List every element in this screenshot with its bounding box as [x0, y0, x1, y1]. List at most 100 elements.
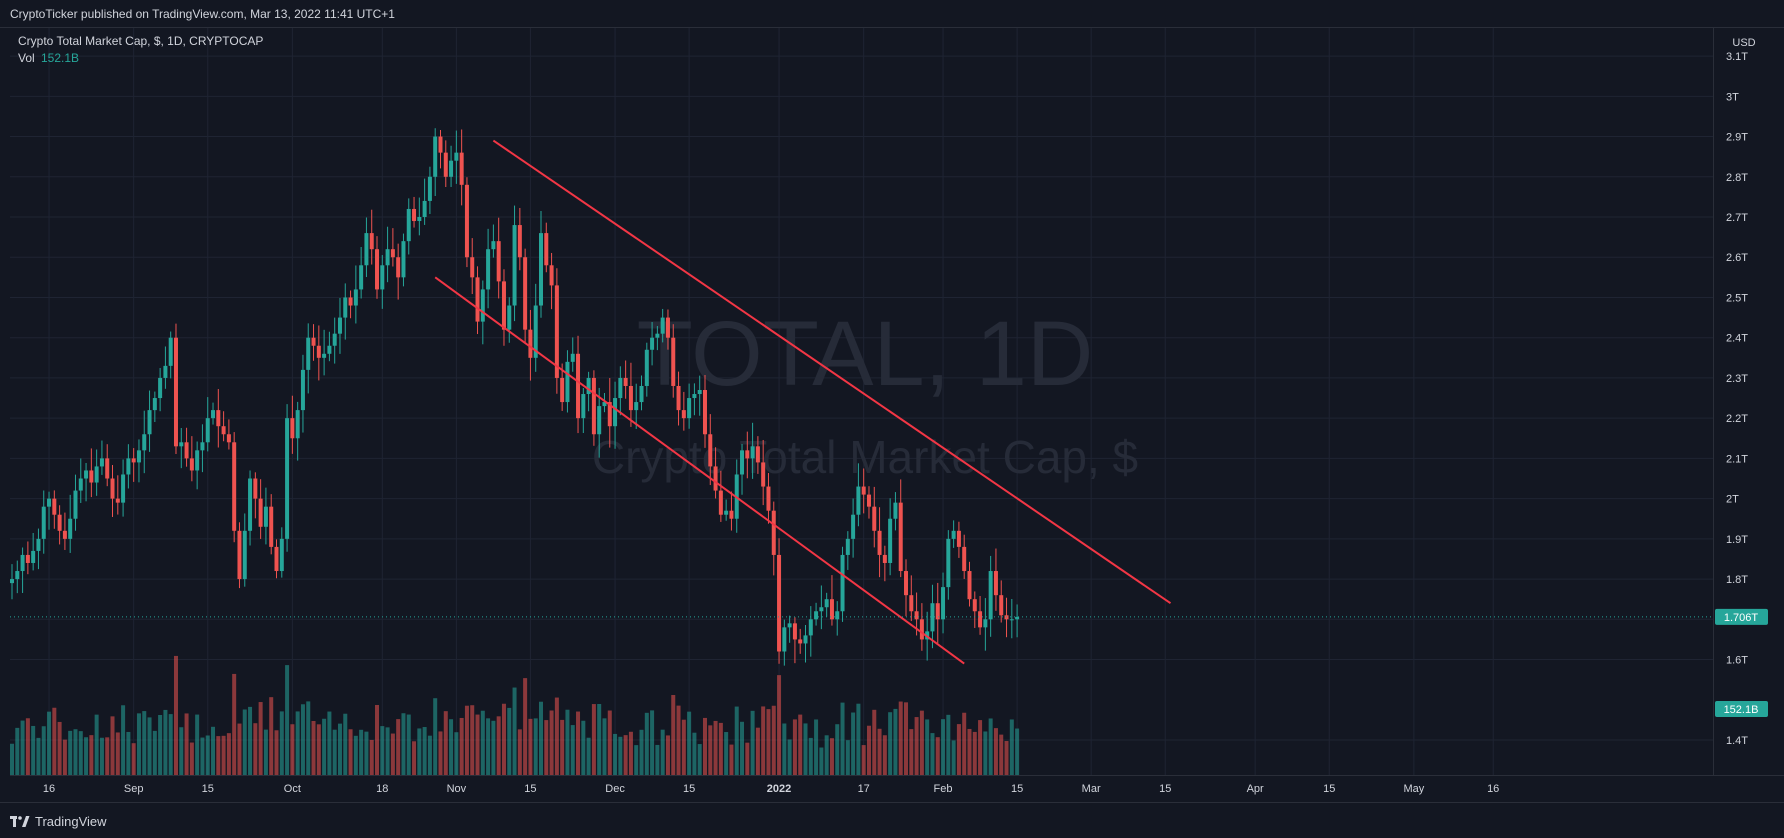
volume-bar — [279, 711, 284, 775]
volume-bar — [639, 729, 644, 775]
volume-bar — [523, 678, 528, 775]
candle-body — [41, 506, 46, 539]
candle-body — [47, 498, 52, 507]
candle-body — [57, 514, 62, 531]
candle-body — [803, 635, 808, 644]
lower-trendline[interactable] — [434, 276, 965, 665]
volume-bar — [126, 731, 131, 775]
volume-bar — [866, 725, 871, 775]
price-tick-label: 2.5T — [1726, 292, 1748, 304]
volume-bar — [787, 739, 792, 775]
candle-body — [771, 510, 776, 555]
time-tick-label: 2022 — [767, 783, 791, 795]
tradingview-logo[interactable]: TradingView — [10, 814, 107, 829]
time-tick-label: Nov — [447, 783, 467, 795]
price-tick-label: 1.8T — [1726, 574, 1748, 586]
volume-bar — [221, 735, 226, 775]
volume-bar — [248, 706, 253, 775]
candle-body — [993, 571, 998, 596]
volume-bar — [115, 732, 120, 775]
volume-bar — [919, 710, 924, 775]
symbol-legend[interactable]: Crypto Total Market Cap, $, 1D, CRYPTOCA… — [18, 34, 263, 48]
candle-body — [20, 554, 25, 572]
time-tick-label: Dec — [605, 783, 625, 795]
volume-bar — [438, 731, 443, 775]
volume-bar — [512, 687, 517, 775]
volume-bar — [517, 729, 522, 775]
time-tick-label: Feb — [934, 783, 953, 795]
currency-label[interactable]: USD — [1732, 37, 1755, 49]
volume-bar — [925, 719, 930, 775]
volume-bar — [57, 721, 62, 775]
volume-bar — [454, 732, 459, 775]
volume-bar — [41, 726, 46, 775]
volume-bar — [47, 711, 52, 775]
candle-body — [232, 442, 237, 531]
volume-bar — [576, 711, 581, 775]
upper-trendline[interactable] — [492, 139, 1172, 605]
candle-body — [1015, 616, 1020, 620]
volume-bar — [359, 729, 364, 775]
volume-bar — [745, 742, 750, 775]
last-price-label: 1.706T — [1724, 612, 1759, 624]
candle-body — [200, 442, 205, 451]
time-tick-label: 15 — [1323, 783, 1335, 795]
volume-legend-label[interactable]: Vol — [18, 51, 35, 65]
volume-bar — [496, 716, 501, 775]
time-axis[interactable]: 16 Sep 15 Oct 18 Nov 15 Dec 15 2022 17 Feb 15 Mar 15 Ap… — [43, 783, 1499, 795]
volume-bar — [173, 655, 178, 775]
candle-body — [433, 136, 438, 177]
candle-body — [36, 538, 41, 551]
candle-body — [866, 494, 871, 507]
volume-bar — [433, 698, 438, 775]
candle-body — [412, 208, 417, 222]
candle-body — [904, 571, 909, 596]
candle-body — [660, 317, 665, 334]
volume-bar — [491, 720, 496, 775]
publish-info: CryptoTicker published on TradingView.co… — [10, 7, 395, 21]
price-axis[interactable]: 1.4T1.6T1.7T1.8T1.9T2T2.1T2.2T2.3T2.4T2.… — [1726, 51, 1748, 747]
candle-body — [94, 466, 99, 483]
candle-body — [787, 623, 792, 628]
volume-bar — [226, 733, 231, 775]
volume-bar — [427, 735, 432, 775]
candle-body — [396, 257, 401, 278]
volume-bar — [501, 703, 506, 775]
candle-body — [919, 619, 924, 640]
volume-bar — [840, 702, 845, 775]
volume-bar — [766, 709, 771, 775]
candle-body — [417, 217, 422, 222]
volume-bars — [10, 655, 1020, 775]
candle-body — [819, 607, 824, 612]
volume-bar — [364, 731, 369, 775]
time-tick-label: Sep — [124, 783, 144, 795]
candle-body — [792, 623, 797, 640]
volume-bar — [692, 732, 697, 775]
volume-bar — [893, 708, 898, 775]
volume-bar — [549, 710, 554, 775]
volume-bar — [184, 713, 189, 775]
volume-bar — [15, 727, 20, 775]
candle-body — [486, 249, 491, 290]
candle-body — [375, 249, 380, 290]
volume-bar — [697, 744, 702, 775]
volume-bar — [978, 720, 983, 775]
volume-bar — [121, 705, 126, 775]
candle-body — [168, 337, 173, 366]
candle-body — [702, 389, 707, 435]
watermark-subtitle: Crypto Total Market Cap, $ — [592, 431, 1138, 483]
volume-bar — [533, 718, 538, 775]
candle-body — [152, 398, 157, 411]
candle-body — [861, 486, 866, 495]
volume-bar — [724, 732, 729, 775]
candle-body — [15, 571, 20, 580]
candle-body — [369, 233, 374, 250]
volume-bar — [930, 733, 935, 775]
volume-bar — [856, 703, 861, 775]
volume-bar — [565, 709, 570, 775]
candle-body — [99, 458, 104, 467]
volume-bar — [761, 706, 766, 775]
candle-body — [898, 502, 903, 572]
volume-bar — [888, 712, 893, 775]
